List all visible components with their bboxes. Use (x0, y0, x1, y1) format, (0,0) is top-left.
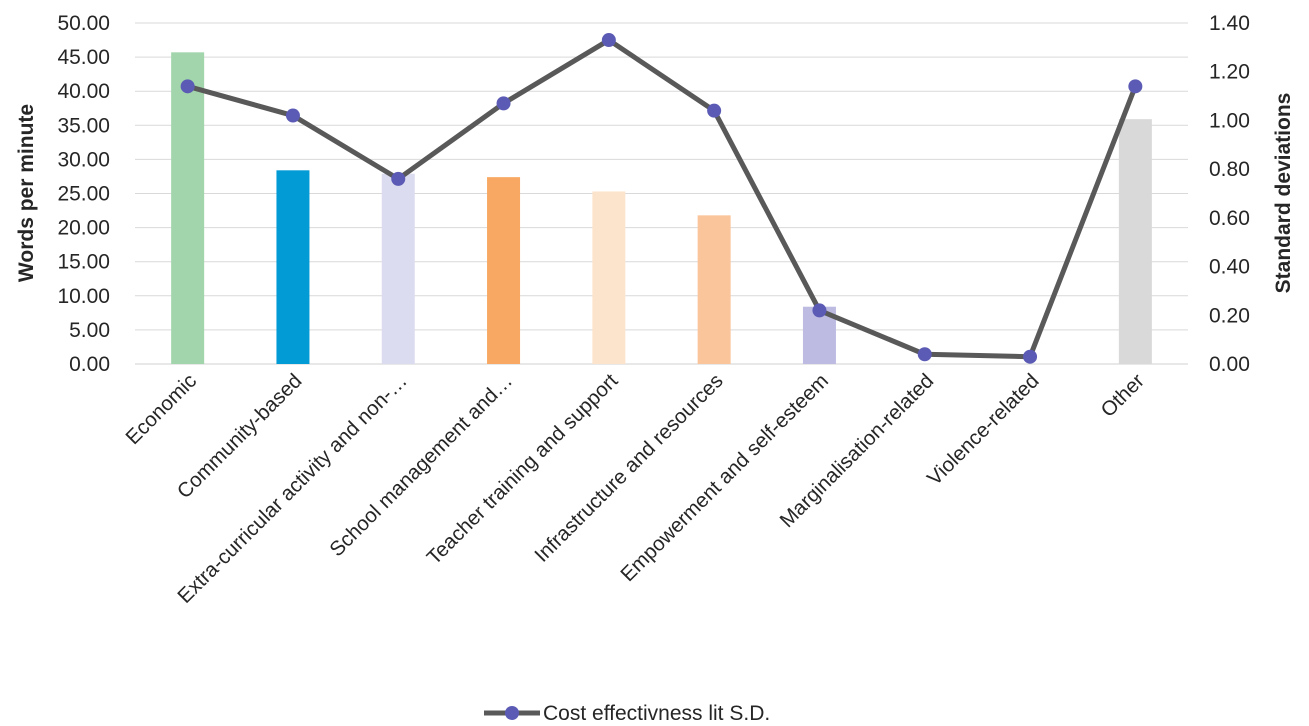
legend-label: Cost effectivness lit S.D. (543, 702, 770, 725)
category-label: Violence-related (923, 369, 1044, 490)
category-label: School management and… (325, 369, 517, 561)
y-right-tick-label: 0.40 (1209, 256, 1250, 279)
bar (1118, 119, 1152, 364)
category-label: Empowerment and self-esteem (616, 369, 833, 586)
line-point-marker (1128, 79, 1143, 94)
line-point-marker (496, 96, 511, 111)
bars (171, 52, 1152, 365)
right-axis-ticks: 0.00 0.20 0.40 0.60 0.80 1.00 1.20 1.40 (1209, 12, 1250, 376)
y-left-tick-label: 50.00 (57, 12, 110, 35)
line-series-path (186, 37, 1138, 360)
category-label: Other (1096, 369, 1149, 422)
category-label: Teacher training and support (422, 369, 622, 569)
category-label: Infrastructure and resources (530, 369, 728, 567)
line-point-marker (285, 108, 300, 123)
y-right-tick-label: 1.20 (1209, 61, 1250, 84)
legend-marker-icon (505, 706, 519, 720)
y-left-tick-label: 15.00 (57, 251, 110, 274)
bar (697, 215, 731, 364)
bar (276, 170, 310, 364)
y-right-tick-label: 0.00 (1209, 353, 1250, 376)
y-left-axis-title: Words per minute (15, 104, 38, 282)
y-left-tick-label: 5.00 (69, 319, 110, 342)
category-labels: EconomicCommunity-basedExtra-curricular … (121, 369, 1149, 608)
y-left-tick-label: 35.00 (57, 114, 110, 137)
y-right-tick-label: 1.00 (1209, 109, 1250, 132)
bar (487, 177, 521, 364)
line-point-marker (391, 171, 406, 186)
y-left-tick-label: 45.00 (57, 46, 110, 69)
y-left-tick-label: 40.00 (57, 80, 110, 103)
gridlines (135, 22, 1188, 365)
y-left-tick-label: 25.00 (57, 183, 110, 206)
category-label: Economic (121, 369, 201, 449)
bar (592, 191, 626, 364)
line-point-marker (812, 303, 827, 318)
y-left-tick-label: 0.00 (69, 353, 110, 376)
y-left-tick-label: 20.00 (57, 217, 110, 240)
y-right-tick-label: 0.20 (1209, 304, 1250, 327)
y-left-tick-label: 30.00 (57, 148, 110, 171)
line-point-marker (1023, 349, 1038, 364)
category-label: Extra-curricular activity and non-… (173, 369, 412, 608)
y-right-tick-label: 0.80 (1209, 158, 1250, 181)
bar (381, 173, 415, 364)
line-point-marker (180, 79, 195, 94)
legend: Cost effectivness lit S.D. (484, 702, 770, 725)
y-left-tick-label: 10.00 (57, 285, 110, 308)
y-right-tick-label: 1.40 (1209, 12, 1250, 35)
line-series (180, 33, 1143, 364)
left-axis-ticks: 0.00 5.00 10.00 15.00 20.00 25.00 30.00 35.00 40… (57, 12, 110, 376)
bar (171, 52, 205, 365)
line-point-marker (601, 33, 616, 48)
line-point-marker (707, 103, 722, 118)
y-right-tick-label: 0.60 (1209, 207, 1250, 230)
line-point-marker (917, 347, 932, 362)
y-right-axis-title: Standard deviations (1272, 93, 1295, 294)
